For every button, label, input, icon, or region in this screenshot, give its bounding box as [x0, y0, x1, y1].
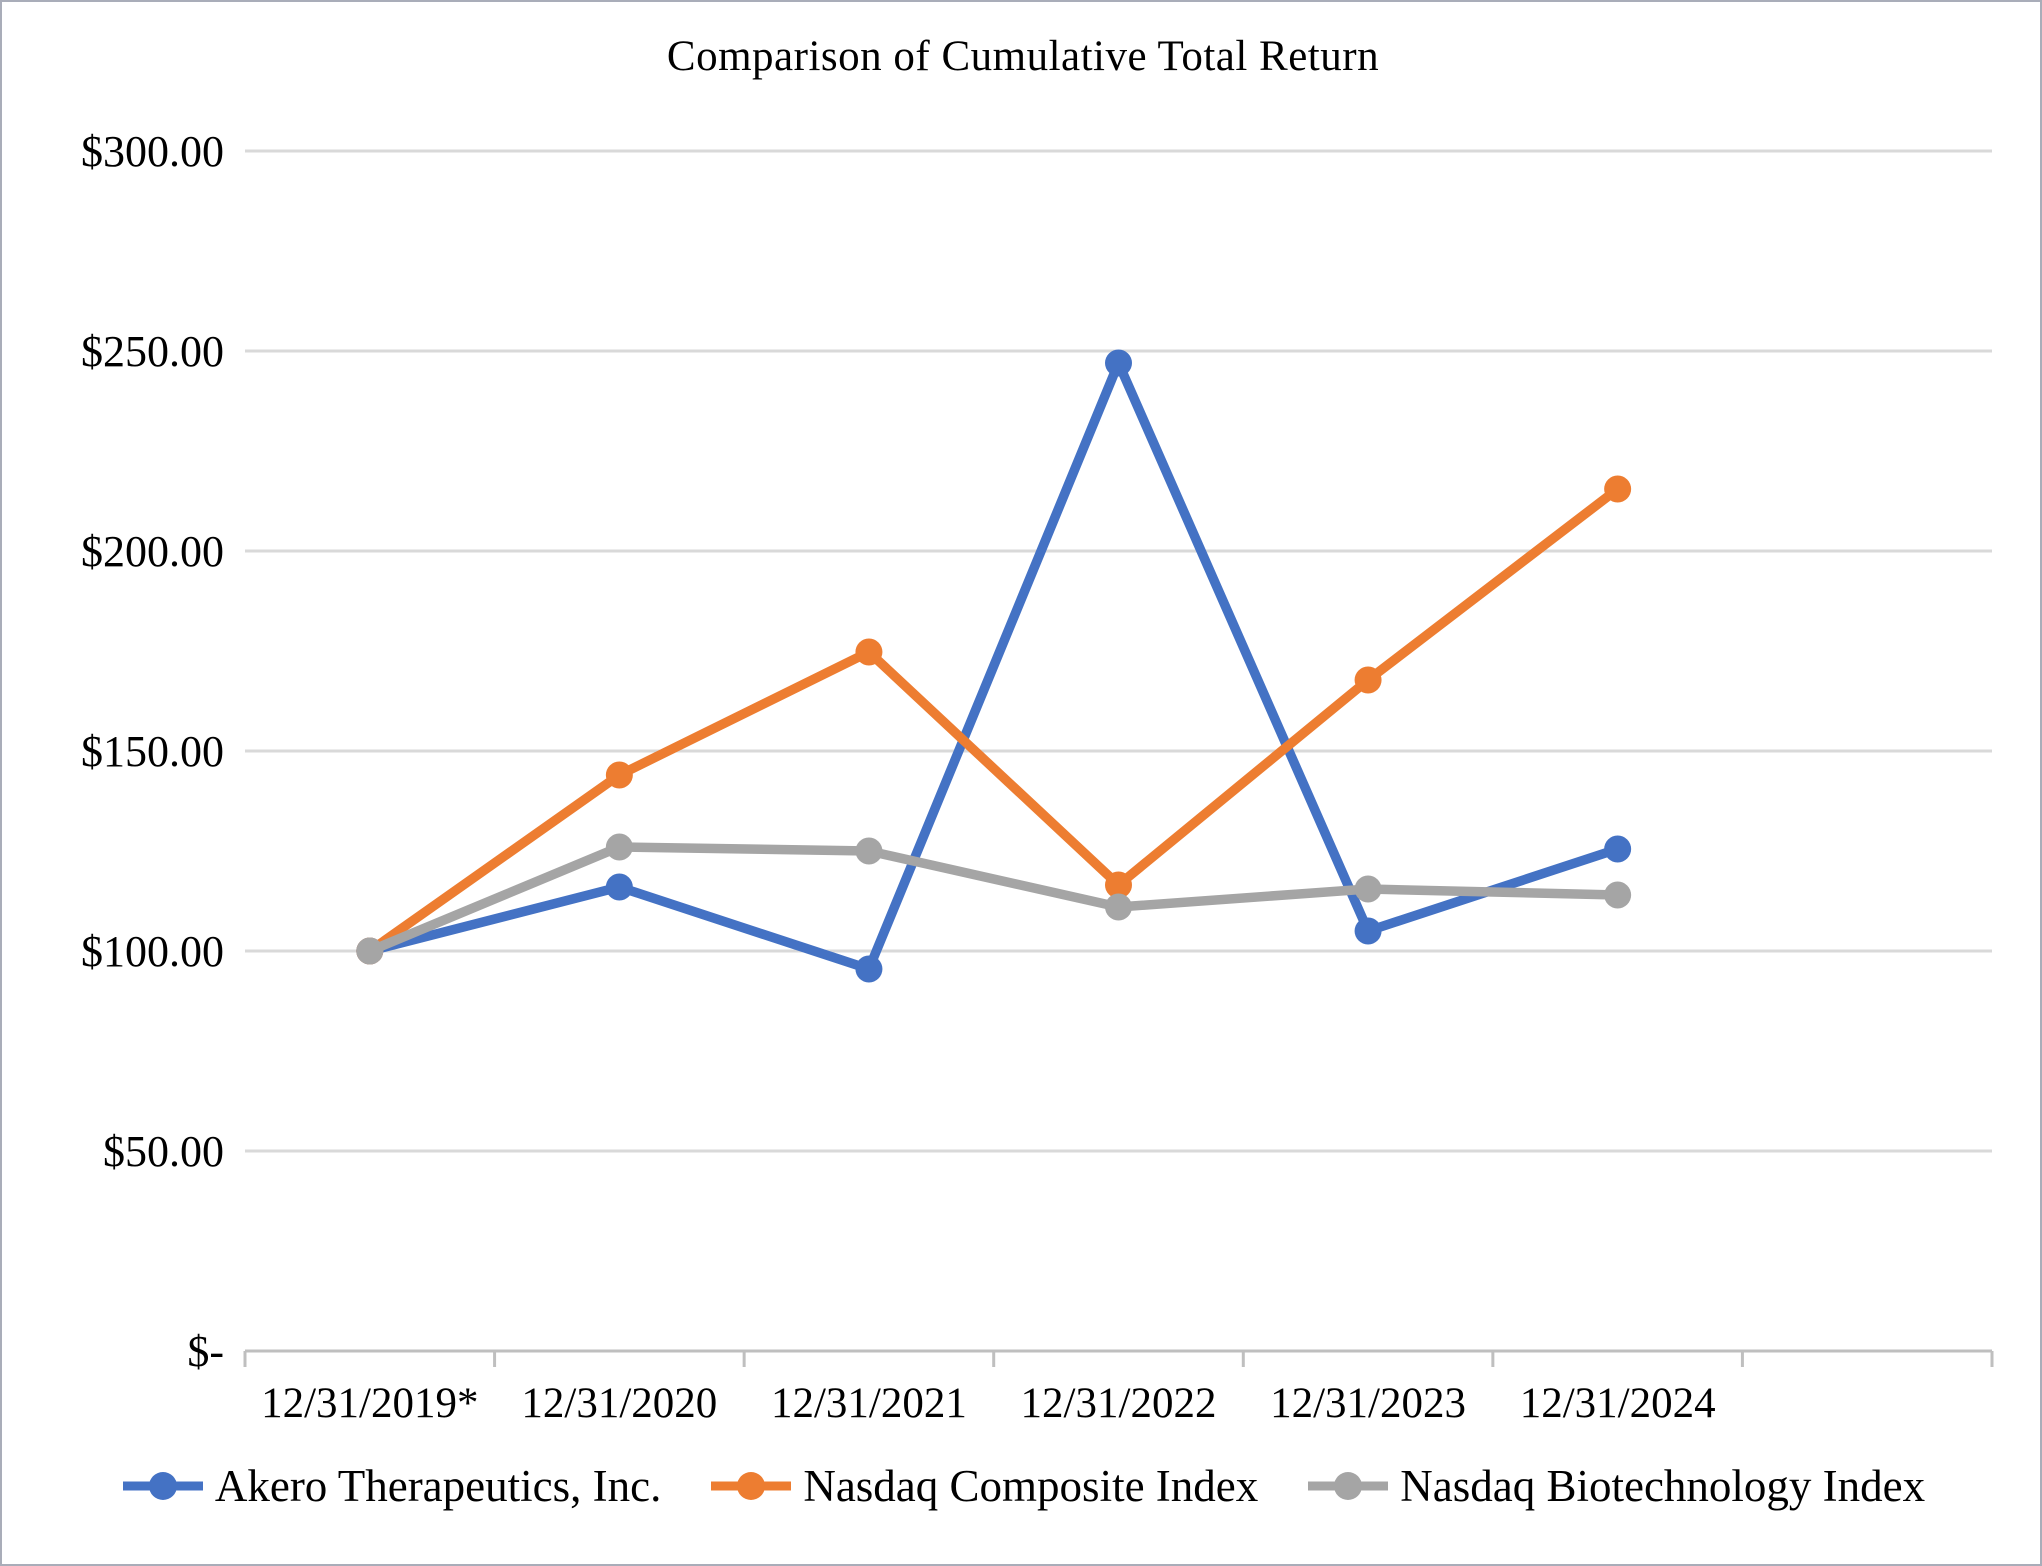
legend-item-biotech: Nasdaq Biotechnology Index [1306, 1460, 1925, 1512]
data-point-marker [1105, 893, 1132, 921]
x-axis-tick-label: 12/31/2024 [1520, 1380, 1716, 1427]
x-axis-tick-label: 12/31/2022 [1021, 1380, 1217, 1427]
y-axis-tick-label: $150.00 [81, 727, 224, 776]
x-axis-tick-label: 12/31/2020 [521, 1380, 717, 1427]
y-axis-tick-label: $200.00 [81, 527, 224, 576]
data-point-marker [356, 937, 384, 965]
y-axis-tick-label: $100.00 [81, 927, 224, 976]
series-line-2 [365, 842, 1623, 956]
data-point-marker [1354, 917, 1382, 945]
legend-item-composite: Nasdaq Composite Index [709, 1460, 1258, 1512]
data-point-marker [1354, 666, 1382, 694]
legend-marker-composite [711, 1472, 792, 1500]
data-point-marker [855, 638, 883, 666]
data-point-marker [1604, 881, 1632, 909]
legend-label-biotech: Nasdaq Biotechnology Index [1400, 1461, 1926, 1511]
data-point-marker [1604, 475, 1632, 503]
x-axis-tick-label: 12/31/2023 [1270, 1380, 1466, 1427]
legend-marker-biotech [1308, 1472, 1389, 1500]
y-axis-tick-label: $300.00 [81, 127, 224, 176]
data-point-marker [1604, 835, 1632, 863]
x-axis-tick-label: 12/31/2021 [771, 1380, 967, 1427]
data-point-marker [605, 873, 633, 901]
legend-label-composite: Nasdaq Composite Index [803, 1461, 1259, 1511]
data-point-marker [855, 955, 883, 983]
y-axis-tick-label: $- [187, 1327, 224, 1376]
data-point-marker [605, 761, 633, 789]
series-line-0 [365, 358, 1623, 974]
series-line-1 [365, 484, 1623, 956]
legend-label-akero: Akero Therapeutics, Inc. [214, 1461, 662, 1511]
data-point-marker [1105, 871, 1132, 899]
data-point-marker [1105, 349, 1132, 377]
y-axis-tick-label: $50.00 [103, 1127, 224, 1176]
data-point-marker [1354, 875, 1382, 903]
data-point-marker [855, 837, 883, 865]
y-axis-tick-label: $250.00 [81, 327, 224, 376]
legend: Akero Therapeutics, Inc. Nasdaq Composit… [2, 1460, 2040, 1512]
legend-item-akero: Akero Therapeutics, Inc. [121, 1460, 661, 1512]
x-axis-tick-label: 12/31/2019* [261, 1380, 478, 1427]
chart-title: Comparison of Cumulative Total Return [666, 33, 1380, 80]
data-point-marker [605, 833, 633, 861]
legend-marker-akero [122, 1472, 203, 1500]
